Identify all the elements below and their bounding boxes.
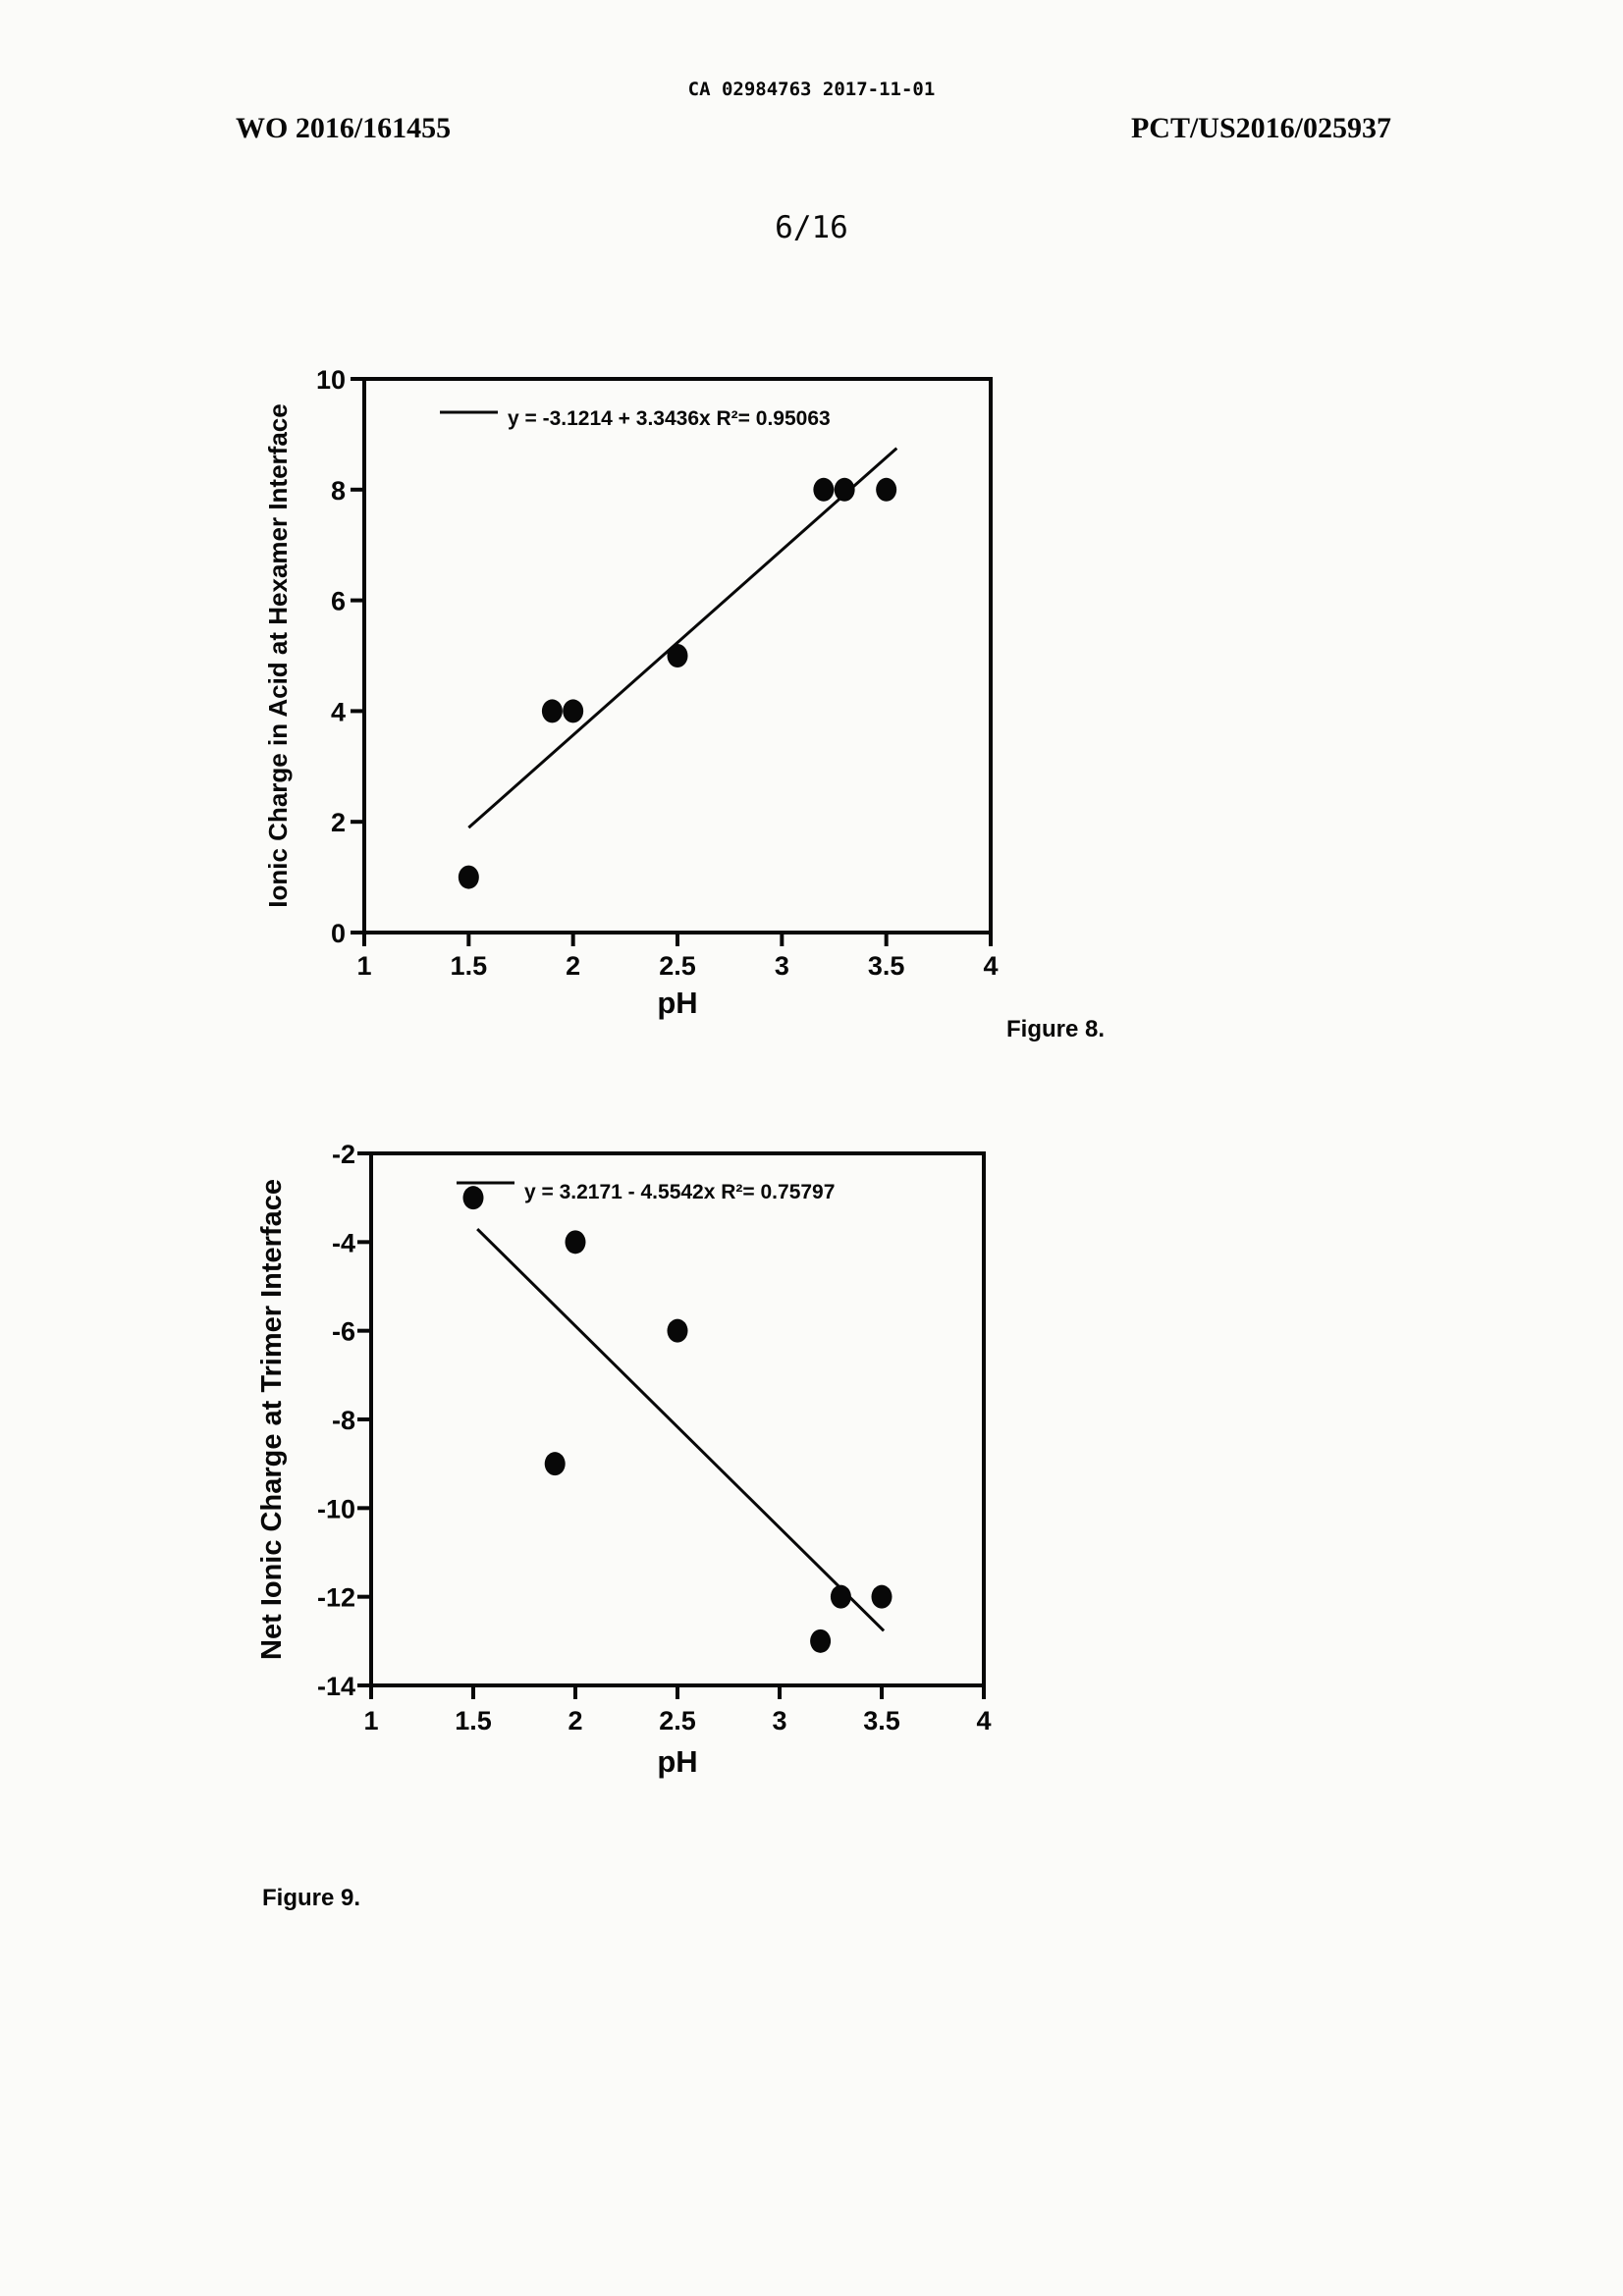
figure-caption: Figure 8. [1006, 1016, 1105, 1042]
x-axis-title: pH [657, 986, 697, 1020]
y-tick-label: 6 [331, 587, 346, 616]
legend-equation: y = 3.2171 - 4.5542x R²= 0.75797 [524, 1181, 835, 1203]
x-tick-label: 1.5 [451, 951, 488, 981]
y-tick-label: 4 [331, 697, 346, 726]
data-point [541, 699, 563, 723]
x-tick-label: 3.5 [868, 951, 905, 981]
x-axis-title: pH [657, 1744, 697, 1779]
figure-8-scatter-chart: 1 1.5 2 2.5 3 3.5 4 0 2 4 6 8 10 pH Ionic Charge in Ac… [263, 365, 1105, 1042]
y-tick-label: 8 [331, 476, 346, 506]
x-tick-label: 4 [983, 951, 998, 981]
x-tick-label: 3 [775, 951, 789, 981]
x-tick-label: 1.5 [455, 1706, 492, 1735]
figure-caption: Figure 9. [262, 1885, 360, 1911]
y-tick-label: -6 [332, 1317, 355, 1347]
x-tick-label: 2.5 [659, 951, 696, 981]
data-point [667, 644, 688, 667]
data-point [544, 1452, 566, 1476]
y-tick-label: -8 [332, 1406, 355, 1435]
y-tick-label: 10 [316, 365, 346, 395]
sheet-number: 6/16 [775, 210, 848, 245]
y-axis-title: Ionic Charge in Acid at Hexamer Interfac… [263, 403, 293, 907]
y-tick-label: 0 [331, 919, 346, 948]
figure-9-scatter-chart: 1 1.5 2 2.5 3 3.5 4 -14 -12 -10 -8 -6 -4 -2 pH Net Ioni… [256, 1140, 992, 1911]
application-number: PCT/US2016/025937 [1130, 112, 1391, 144]
data-point [830, 1584, 851, 1609]
data-point [871, 1584, 893, 1609]
y-axis-title: Net Ionic Charge at Trimer Interface [256, 1179, 288, 1660]
data-point [565, 1230, 586, 1255]
regression-trendline [476, 1227, 886, 1632]
y-tick-label: -4 [332, 1228, 355, 1257]
data-point [834, 477, 855, 502]
x-tick-label: 3.5 [863, 1706, 900, 1735]
x-tick-label: 4 [976, 1706, 991, 1735]
x-tick-label: 2 [566, 951, 580, 981]
publication-number: WO 2016/161455 [236, 112, 452, 144]
data-point [876, 477, 897, 502]
y-tick-label: 2 [331, 808, 346, 837]
x-tick-label: 1 [356, 951, 371, 981]
data-point [810, 1629, 832, 1653]
y-tick-label: -14 [317, 1672, 355, 1701]
legend-equation: y = -3.1214 + 3.3436x R²= 0.95063 [508, 407, 831, 430]
y-tick-label: -12 [317, 1583, 355, 1613]
regression-trendline [467, 447, 898, 829]
x-tick-label: 2 [568, 1706, 582, 1735]
data-point [813, 477, 835, 502]
data-point [563, 699, 584, 723]
data-point [458, 865, 479, 889]
y-tick-label: -10 [317, 1494, 355, 1523]
y-tick-label: -2 [332, 1140, 355, 1169]
data-point [667, 1318, 688, 1343]
data-point [462, 1186, 484, 1210]
scan-date-stamp: CA 02984763 2017-11-01 [687, 79, 936, 100]
x-tick-label: 3 [772, 1706, 786, 1735]
x-tick-label: 2.5 [659, 1706, 696, 1735]
x-tick-label: 1 [363, 1706, 378, 1735]
plot-border [369, 1151, 986, 1687]
